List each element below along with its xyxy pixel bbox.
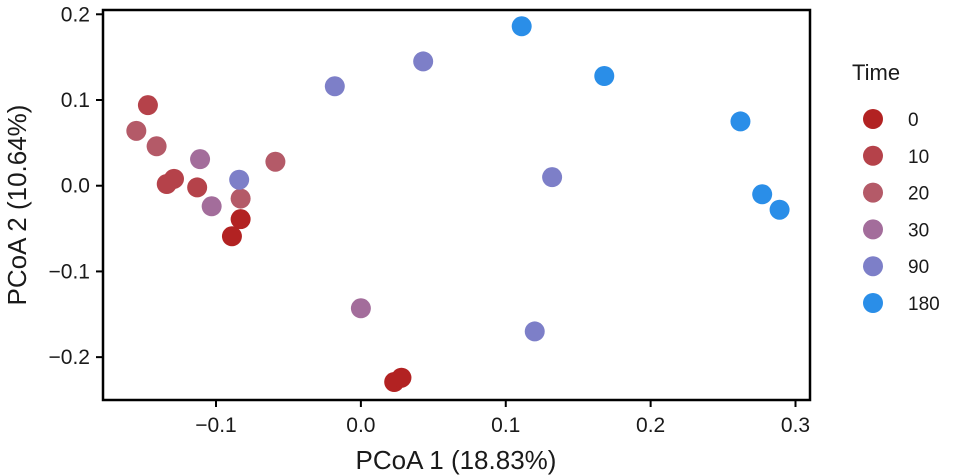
y-tick-label: −0.2 — [49, 346, 90, 369]
legend-label: 10 — [908, 147, 929, 168]
data-point — [156, 174, 177, 194]
data-point — [413, 51, 434, 72]
legend-item-0: 0 — [863, 109, 919, 131]
data-points — [126, 16, 790, 392]
x-axis: −0.1 0.0 0.1 0.2 0.3 — [195, 400, 810, 437]
data-point — [752, 184, 773, 205]
data-point — [769, 199, 790, 220]
x-tick-label: 0.1 — [491, 414, 520, 437]
series-180 — [511, 16, 790, 220]
x-axis-title: PCoA 1 (18.83%) — [356, 445, 557, 475]
legend-label: 20 — [908, 184, 929, 205]
data-point — [201, 196, 222, 217]
y-tick-label: 0.0 — [61, 175, 90, 198]
data-point — [146, 136, 167, 157]
y-tick-label: 0.2 — [61, 3, 90, 26]
data-point — [190, 149, 211, 170]
legend-item-20: 20 — [863, 182, 929, 205]
data-point — [524, 321, 545, 342]
data-point — [594, 66, 615, 86]
legend-label: 30 — [908, 220, 929, 241]
data-point — [230, 188, 251, 209]
legend-key — [863, 293, 883, 313]
legend-title: Time — [852, 60, 900, 85]
y-axis: 0.2 0.1 0.0 −0.1 −0.2 — [49, 3, 103, 369]
x-tick-label: 0.3 — [781, 414, 810, 437]
y-tick-label: 0.1 — [61, 89, 90, 112]
legend-key — [863, 219, 883, 240]
legend-key — [863, 256, 883, 277]
series-30 — [190, 149, 371, 319]
data-point — [391, 367, 412, 388]
data-point — [511, 16, 532, 37]
series-10 — [137, 95, 208, 198]
series-20 — [126, 120, 286, 209]
legend-label: 90 — [908, 257, 929, 278]
data-point — [350, 298, 371, 319]
y-tick-label: −0.1 — [49, 260, 90, 283]
plot-panel-border — [101, 8, 812, 402]
data-point — [221, 226, 242, 247]
data-point — [542, 167, 563, 188]
legend-item-30: 30 — [863, 219, 929, 241]
legend-label: 180 — [908, 294, 940, 315]
y-axis-title: PCoA 2 (10.64%) — [2, 105, 32, 306]
data-point — [324, 76, 345, 97]
data-point — [730, 111, 751, 132]
data-point — [229, 169, 250, 190]
x-tick-label: 0.0 — [346, 414, 375, 437]
legend-item-90: 90 — [863, 256, 929, 278]
legend-key — [863, 109, 883, 129]
data-point — [137, 95, 158, 116]
data-point — [265, 151, 286, 172]
legend-key — [863, 145, 883, 166]
data-point — [230, 209, 251, 230]
legend-item-180: 180 — [863, 293, 940, 315]
data-point — [187, 177, 208, 198]
legend-key — [863, 182, 883, 203]
legend-label: 0 — [908, 110, 919, 131]
series-90 — [229, 51, 563, 342]
legend: Time 0 10 20 30 90 180 — [852, 60, 940, 315]
data-point — [126, 120, 147, 141]
series-0 — [221, 209, 412, 392]
x-tick-label: −0.1 — [195, 414, 236, 437]
x-tick-label: 0.2 — [636, 414, 665, 437]
legend-item-10: 10 — [863, 145, 929, 168]
